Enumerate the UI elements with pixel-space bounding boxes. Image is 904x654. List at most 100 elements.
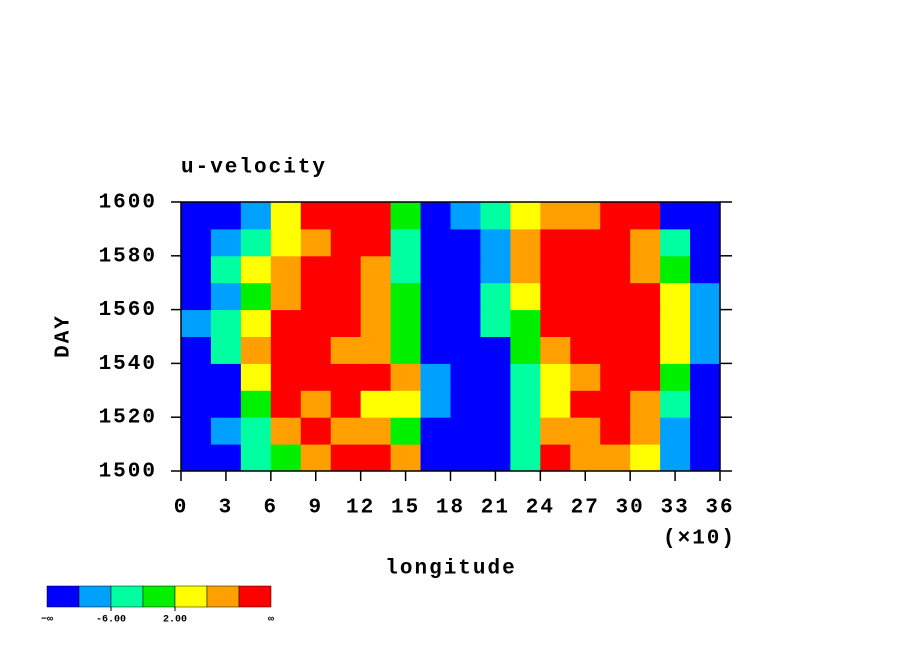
heat-cell xyxy=(300,202,332,230)
heat-cell xyxy=(420,444,451,472)
heat-cell xyxy=(270,363,302,391)
heat-cell xyxy=(570,336,601,364)
heat-cell xyxy=(181,202,212,230)
heat-cell xyxy=(450,336,481,364)
colorbar-box xyxy=(174,585,208,608)
heat-cell xyxy=(420,417,451,445)
heat-cell xyxy=(540,309,571,337)
heat-cell xyxy=(390,444,422,472)
x-tick-label: 24 xyxy=(526,497,555,520)
heat-cell xyxy=(540,228,571,257)
heat-cell xyxy=(630,336,661,364)
heat-cell xyxy=(181,444,212,472)
heat-cell xyxy=(510,444,541,472)
heat-cell xyxy=(540,255,571,284)
heat-cell xyxy=(210,282,242,311)
heat-cell xyxy=(300,390,332,418)
heat-cell xyxy=(360,309,392,337)
heat-cell xyxy=(181,228,212,257)
heat-cell xyxy=(390,390,422,418)
heat-cell xyxy=(330,282,362,311)
heat-cell xyxy=(420,336,451,364)
chart-title: u-velocity xyxy=(181,157,327,180)
x-tick-label: 6 xyxy=(264,497,279,520)
heat-cell xyxy=(570,255,601,284)
heat-cell xyxy=(360,444,392,472)
heat-cell xyxy=(450,309,481,337)
heat-cell xyxy=(510,363,541,391)
heat-cell xyxy=(420,282,451,311)
heat-cell xyxy=(420,202,451,230)
heat-cell xyxy=(600,228,631,257)
heat-cell xyxy=(330,228,362,257)
heat-cell xyxy=(570,444,601,472)
heat-cell xyxy=(330,417,362,445)
heat-cell xyxy=(360,228,392,257)
heat-cell xyxy=(240,390,272,418)
heat-cell xyxy=(240,228,272,257)
heat-cell xyxy=(660,417,691,445)
heat-cell xyxy=(300,282,332,311)
heat-cell xyxy=(420,228,451,257)
heat-cell xyxy=(630,363,661,391)
heat-cell xyxy=(300,417,332,445)
heat-cell xyxy=(480,363,511,391)
heat-cell xyxy=(390,363,422,391)
heat-cell xyxy=(480,390,511,418)
heat-cell xyxy=(600,309,631,337)
heat-cell xyxy=(510,390,541,418)
heat-cell xyxy=(270,417,302,445)
heat-cell xyxy=(181,390,212,418)
heat-cell xyxy=(330,309,362,337)
heat-cell xyxy=(450,363,481,391)
heat-cell xyxy=(510,417,541,445)
heat-cell xyxy=(330,336,362,364)
heat-cell xyxy=(630,202,661,230)
x-tick-label: 15 xyxy=(391,497,420,520)
heat-cell xyxy=(420,255,451,284)
heat-cell xyxy=(660,336,691,364)
heat-cell xyxy=(420,309,451,337)
heat-cell xyxy=(450,417,481,445)
heat-cell xyxy=(270,255,302,284)
heat-cell xyxy=(660,282,691,311)
heat-cell xyxy=(240,202,272,230)
heat-cell xyxy=(630,309,661,337)
heat-cell xyxy=(510,282,541,311)
heat-cell xyxy=(540,390,571,418)
heat-cell xyxy=(450,202,481,230)
y-tick-label: 1600 xyxy=(99,192,157,215)
heat-cell xyxy=(360,336,392,364)
heat-cell xyxy=(210,417,242,445)
heat-cell xyxy=(300,444,332,472)
heat-cell xyxy=(330,363,362,391)
heat-cell xyxy=(600,444,631,472)
heat-cell xyxy=(300,309,332,337)
heat-cell xyxy=(181,363,212,391)
heat-cell xyxy=(330,444,362,472)
heat-cell xyxy=(660,363,691,391)
heat-cell xyxy=(630,390,661,418)
heat-cell xyxy=(300,228,332,257)
heat-cell xyxy=(570,202,601,230)
heat-cell xyxy=(660,390,691,418)
heat-cell xyxy=(660,444,691,472)
x-tick-label: 3 xyxy=(219,497,234,520)
heat-cell xyxy=(390,336,422,364)
heat-cell xyxy=(540,202,571,230)
colorbar-label: -6.00 xyxy=(96,615,126,626)
heat-cell xyxy=(330,255,362,284)
y-tick-label: 1500 xyxy=(99,461,157,484)
heat-cell xyxy=(270,336,302,364)
heat-cell xyxy=(660,202,691,230)
heat-cell xyxy=(210,255,242,284)
y-tick-label: 1520 xyxy=(99,407,157,430)
x-tick-label: 9 xyxy=(308,497,323,520)
heat-cell xyxy=(181,255,212,284)
heat-cell xyxy=(240,282,272,311)
heat-cell xyxy=(270,390,302,418)
heat-cell xyxy=(390,255,422,284)
heat-cell xyxy=(210,202,242,230)
heat-cell xyxy=(510,336,541,364)
